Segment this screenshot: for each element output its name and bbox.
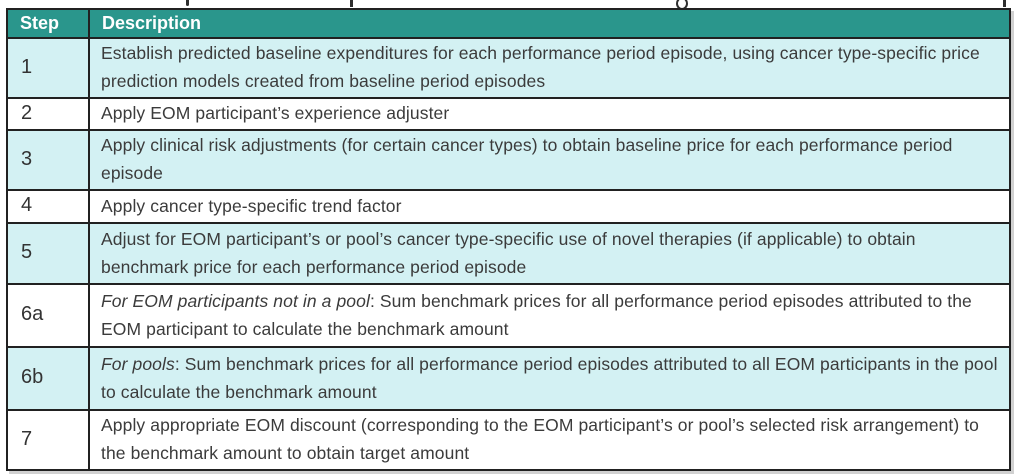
cropped-text-descender [676, 0, 688, 8]
italic-lead: For pools [101, 353, 175, 374]
cropped-text-descender [350, 0, 353, 7]
step-cell: 7 [6, 409, 90, 471]
cropped-text-descender [186, 0, 189, 6]
description-cell: For pools: Sum benchmark prices for all … [88, 346, 1011, 411]
description-text: : Sum benchmark prices for all performan… [101, 353, 998, 402]
description-cell: Adjust for EOM participant’s or pool’s c… [88, 222, 1011, 285]
italic-lead: For EOM participants not in a pool [101, 290, 370, 311]
description-cell: For EOM participants not in a pool: Sum … [88, 283, 1011, 348]
description-cell: Establish predicted baseline expenditure… [88, 37, 1011, 99]
table-row: 2 Apply EOM participant’s experience adj… [6, 97, 1011, 131]
step-cell: 6a [6, 283, 90, 348]
step-cell: 1 [6, 37, 90, 99]
step-cell: 5 [6, 222, 90, 285]
description-text: : Sum benchmark prices for all performan… [101, 290, 972, 339]
step-cell: 3 [6, 129, 90, 191]
table-row: 1 Establish predicted baseline expenditu… [6, 37, 1011, 99]
table-header-row: Step Description [6, 8, 1011, 39]
description-cell: Apply appropriate EOM discount (correspo… [88, 409, 1011, 471]
table-row: 3 Apply clinical risk adjustments (for c… [6, 129, 1011, 191]
description-text: Apply EOM participant’s experience adjus… [101, 103, 450, 123]
cropped-text-descender [1003, 0, 1006, 7]
column-header-step: Step [6, 8, 90, 39]
step-cell: 4 [6, 189, 90, 224]
step-cell: 6b [6, 346, 90, 411]
step-cell: 2 [6, 97, 90, 131]
benchmark-steps-table: Step Description 1 Establish predicted b… [6, 8, 1011, 471]
cropped-title-fragments [0, 0, 1024, 8]
description-cell: Apply clinical risk adjustments (for cer… [88, 129, 1011, 191]
column-header-description: Description [88, 8, 1011, 39]
description-text: Apply cancer type-specific trend factor [101, 195, 402, 216]
table-row: 5 Adjust for EOM participant’s or pool’s… [6, 222, 1011, 285]
description-text: Adjust for EOM participant’s or pool’s c… [101, 228, 916, 277]
table-row: 7 Apply appropriate EOM discount (corres… [6, 409, 1011, 471]
description-cell: Apply cancer type-specific trend factor [88, 189, 1011, 224]
table-row: 6b For pools: Sum benchmark prices for a… [6, 346, 1011, 411]
table-row: 6a For EOM participants not in a pool: S… [6, 283, 1011, 348]
table-row: 4 Apply cancer type-specific trend facto… [6, 189, 1011, 224]
description-text: Establish predicted baseline expenditure… [101, 43, 980, 91]
description-text: Apply appropriate EOM discount (correspo… [101, 415, 980, 463]
description-text: Apply clinical risk adjustments (for cer… [101, 135, 953, 183]
description-cell: Apply EOM participant’s experience adjus… [88, 97, 1011, 131]
